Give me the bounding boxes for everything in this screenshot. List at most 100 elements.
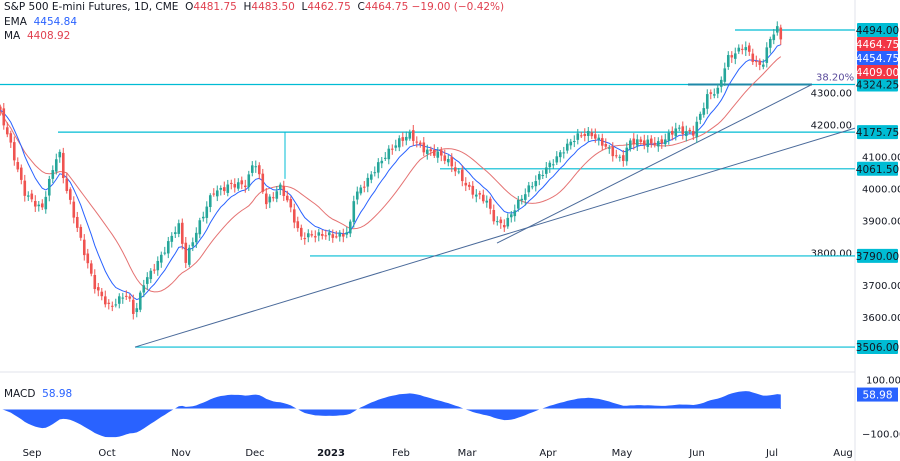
ma-legend: MA 4408.92: [4, 30, 70, 42]
candle-body: [404, 136, 408, 141]
candle-body: [89, 263, 93, 274]
candle-body: [72, 201, 76, 218]
candle-body: [677, 127, 681, 129]
candle-body: [593, 134, 597, 139]
candle-body: [544, 167, 548, 174]
candle-body: [772, 34, 776, 41]
candle-body: [534, 181, 538, 187]
candle-body: [702, 108, 706, 115]
candle-body: [2, 108, 6, 126]
trend-line-long: [134, 127, 856, 348]
candle-body: [180, 222, 184, 244]
candle-body: [16, 162, 20, 170]
candle-body: [737, 47, 741, 52]
candle-body: [23, 180, 27, 196]
y-tick-label: 3700.00: [862, 281, 900, 292]
candle-body: [79, 226, 83, 238]
candle-body: [65, 178, 69, 191]
level-badge-bg: [857, 23, 898, 37]
candle-body: [436, 151, 440, 158]
candle-body: [380, 160, 384, 164]
candle-body: [600, 138, 604, 146]
candle-body: [359, 187, 363, 194]
x-tick-label: Nov: [171, 448, 191, 459]
low-label: L: [301, 1, 308, 13]
candle-body: [40, 203, 44, 208]
change-value: −19.00 (−0.42%): [411, 1, 505, 13]
price-badge-ema-bg: [857, 51, 898, 65]
candle-body: [730, 55, 734, 58]
candle-body: [656, 141, 660, 147]
x-tick-label: Apr: [539, 448, 557, 459]
candles: [0, 21, 783, 320]
candle-body: [345, 232, 349, 235]
candle-body: [152, 269, 156, 271]
level-badge: 4494.00: [856, 25, 899, 37]
candle-body: [621, 155, 625, 161]
ema-legend: EMA 4454.84: [4, 16, 77, 28]
candle-body: [478, 193, 482, 195]
candle-body: [240, 180, 244, 185]
candle-body: [411, 130, 415, 141]
candle-body: [254, 166, 258, 168]
candle-body: [527, 185, 531, 193]
candle-body: [572, 141, 576, 143]
candle-body: [453, 167, 457, 172]
candle-body: [562, 152, 566, 154]
candle-body: [26, 195, 30, 197]
candle-body: [9, 133, 13, 143]
candle-body: [558, 152, 562, 158]
candle-body: [373, 172, 377, 174]
high-label: H: [243, 1, 252, 13]
candle-body: [82, 239, 86, 256]
y-tick-label: 4000.00: [862, 185, 900, 196]
y-tick-label: 4200.00: [811, 120, 852, 131]
x-tick-label: Sep: [23, 448, 42, 459]
level-badge: 4175.75: [856, 127, 899, 139]
level-badge-bg: [857, 161, 898, 176]
y-tick-label: 4100.00: [862, 152, 900, 163]
candle-body: [639, 139, 643, 142]
candle-body: [348, 221, 352, 234]
candle-body: [551, 164, 555, 166]
candle-body: [369, 174, 373, 180]
candle-body: [586, 130, 590, 136]
candle-body: [523, 194, 527, 200]
candle-body: [684, 131, 688, 137]
macd-tick-label: −100.00: [862, 430, 900, 441]
candle-body: [530, 186, 534, 188]
x-tick-label: 2023: [317, 448, 345, 459]
candle-body: [614, 155, 618, 157]
candle-body: [481, 194, 485, 202]
candle-body: [264, 193, 268, 205]
candle-body: [149, 270, 153, 280]
candle-body: [716, 87, 720, 94]
candle-body: [310, 234, 314, 236]
x-tick-label: Oct: [98, 448, 115, 459]
open-value: 4481.75: [193, 1, 237, 13]
candle-body: [299, 227, 303, 237]
price-badge-ema: 4454.75: [856, 53, 899, 65]
candle-body: [429, 149, 433, 152]
candle-body: [775, 26, 779, 33]
candle-body: [313, 236, 317, 238]
candle-body: [128, 296, 132, 299]
candle-body: [691, 130, 695, 136]
level-badge: 3506.00: [856, 342, 899, 354]
level-badge: 4324.25: [856, 79, 899, 91]
candle-body: [705, 94, 709, 109]
candle-body: [229, 182, 233, 184]
candle-body: [555, 156, 559, 163]
candle-body: [607, 147, 611, 149]
candle-body: [401, 137, 405, 141]
candle-body: [579, 135, 583, 137]
macd-tick-label: 100.00: [866, 376, 900, 387]
candle-body: [663, 139, 667, 145]
candle-body: [754, 61, 758, 63]
candle-body: [51, 170, 55, 179]
candle-body: [513, 210, 517, 217]
candle-body: [495, 221, 499, 223]
candle-body: [278, 184, 282, 190]
candle-body: [366, 177, 370, 187]
